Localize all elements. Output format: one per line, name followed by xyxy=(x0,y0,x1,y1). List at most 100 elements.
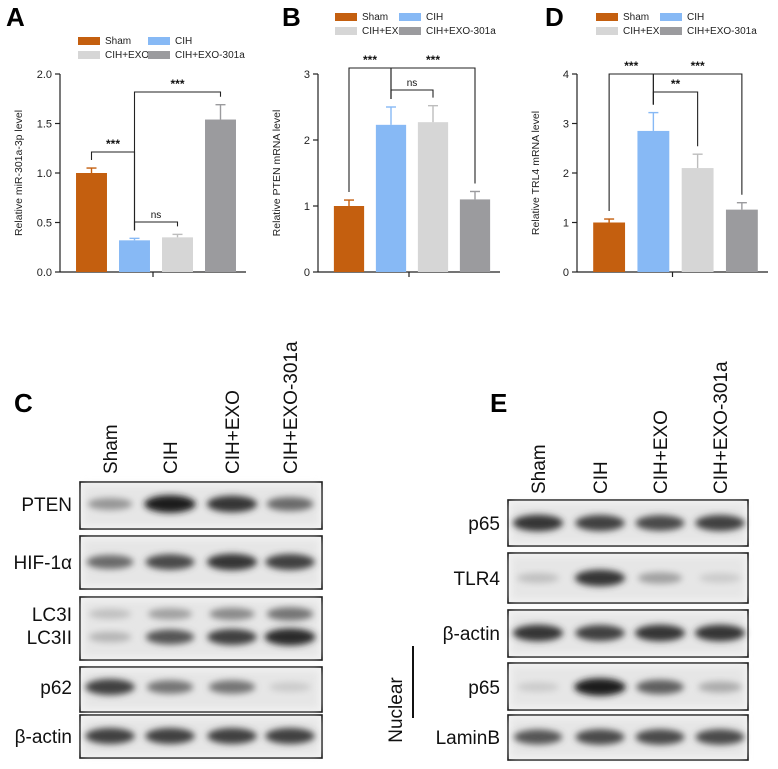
blot-band xyxy=(265,728,315,744)
bar-cih-exo xyxy=(681,168,714,272)
blot-band xyxy=(575,515,625,531)
legend-swatch xyxy=(399,13,421,21)
blot-row-label: LaminB xyxy=(436,728,500,749)
chart-a: 0.0 0.5 1.0 1.5 2.0 Relative miR-301a-3p leve… xyxy=(13,36,246,279)
y-tick-label: 2 xyxy=(304,135,310,147)
blot-band xyxy=(698,681,742,693)
chart-b: 0 1 2 3 Relative PTEN mRNA level *** ns *** Sham… xyxy=(271,12,500,279)
legend-label: CIH xyxy=(175,36,192,47)
blot-column-label: Sham xyxy=(101,424,122,474)
y-axis-label: Relative PTEN mRNA level xyxy=(271,110,283,237)
significance-bracket xyxy=(652,73,743,195)
bar-cih-exo-301a xyxy=(725,209,758,272)
legend-label: CIH+EXO xyxy=(105,50,149,61)
significance-label: ns xyxy=(151,210,162,221)
bar-cih-exo xyxy=(162,237,193,272)
blot-band xyxy=(269,682,311,692)
legend-label: CIH+EXO-301a xyxy=(175,50,245,61)
panel-letter-b: B xyxy=(282,2,301,32)
blot-strip xyxy=(79,535,323,590)
blot-row-label: LC3I xyxy=(32,605,72,626)
blot-strip xyxy=(507,552,749,604)
legend-label: CIH+EXO-301a xyxy=(426,26,496,37)
bar-cih xyxy=(637,130,670,272)
blot-band xyxy=(85,728,135,744)
legend-swatch xyxy=(660,27,682,35)
blot-row-label: p65 xyxy=(468,514,500,535)
legend-swatch xyxy=(596,27,618,35)
y-axis-label: Relative TRL4 mRNA level xyxy=(530,111,542,235)
blot-band xyxy=(264,628,316,646)
blot-row-label: β-actin xyxy=(15,727,72,748)
nuclear-label: Nuclear xyxy=(386,677,407,743)
blot-band xyxy=(635,729,685,745)
blot-column-label: CIH xyxy=(591,461,612,494)
blot-row-label: β-actin xyxy=(443,624,500,645)
legend-label: CIH+EXO xyxy=(623,26,667,37)
blot-row-label: LC3II xyxy=(27,628,72,649)
blot-band xyxy=(574,678,626,696)
bar-cih xyxy=(119,240,150,272)
blot-band xyxy=(87,498,133,510)
legend-swatch xyxy=(596,13,618,21)
blot-band xyxy=(145,728,195,744)
blot-strip xyxy=(507,499,749,547)
blot-row-label: PTEN xyxy=(21,495,72,516)
blot-band xyxy=(636,679,684,695)
blot-column-label: CIH+EXO xyxy=(223,390,244,474)
blot-row-label: p65 xyxy=(468,678,500,699)
blot-band xyxy=(512,514,564,532)
blot-row-label: p62 xyxy=(40,678,72,699)
y-tick-label: 2.0 xyxy=(37,69,52,81)
bar-cih-exo xyxy=(417,122,449,273)
bar-cih xyxy=(375,124,407,272)
legend-swatch xyxy=(660,13,682,21)
blot-band xyxy=(517,682,559,692)
y-tick-label: 3 xyxy=(563,119,569,131)
blot-strip xyxy=(79,666,323,713)
blot-band xyxy=(265,554,315,570)
blot-row-label: HIF-1α xyxy=(14,553,73,574)
legend-label: Sham xyxy=(362,12,388,23)
significance-label: *** xyxy=(426,53,440,67)
bar-cih-exo-301a xyxy=(205,119,236,272)
significance-label: *** xyxy=(691,59,705,73)
legend-swatch xyxy=(78,37,100,45)
significance-bracket xyxy=(390,89,434,99)
blot-column-label: CIH xyxy=(161,441,182,474)
legend-swatch xyxy=(148,51,170,59)
y-tick-label: 4 xyxy=(563,69,569,81)
blot-band xyxy=(146,680,194,694)
blot-column-label: CIH+EXO-301a xyxy=(281,341,302,474)
panel-letter-a: A xyxy=(6,2,25,32)
blot-band xyxy=(575,625,625,641)
blot-band xyxy=(147,608,193,620)
y-axis-label: Relative miR-301a-3p level xyxy=(13,110,25,236)
legend-label: Sham xyxy=(105,36,131,47)
legend-swatch xyxy=(148,37,170,45)
blot-strip xyxy=(79,714,323,759)
blot-band xyxy=(635,515,685,531)
bar-sham xyxy=(593,222,626,272)
blot-band xyxy=(266,497,314,511)
blot-row-label: TLR4 xyxy=(454,569,501,590)
legend-swatch xyxy=(335,27,357,35)
legend-label: CIH xyxy=(426,12,443,23)
bar-cih-exo-301a xyxy=(459,199,491,272)
legend-label: CIH xyxy=(687,12,704,23)
y-tick-label: 1.0 xyxy=(37,168,52,180)
blot-band xyxy=(512,624,564,642)
y-tick-label: 0.0 xyxy=(37,267,52,279)
blot-band xyxy=(694,624,746,642)
blot-strip xyxy=(507,714,749,761)
blot-band xyxy=(513,729,563,745)
panel-letter-d: D xyxy=(545,2,564,32)
y-tick-label: 2 xyxy=(563,168,569,180)
significance-bracket xyxy=(133,221,179,231)
legend-label: CIH+EXO-301a xyxy=(687,26,757,37)
western-blot-c: Sham CIH CIH+EXO CIH+EXO-301a PTEN HIF-1α LC3I… xyxy=(14,341,323,759)
blot-column-label: CIH+EXO-301a xyxy=(711,361,732,494)
blot-band xyxy=(516,573,560,583)
blot-band xyxy=(207,629,257,645)
